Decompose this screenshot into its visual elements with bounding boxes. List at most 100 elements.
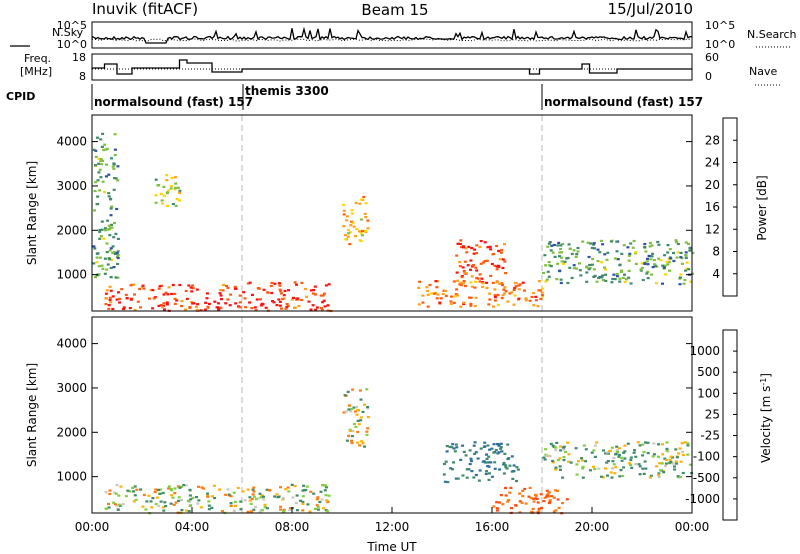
range-gate-cell <box>623 444 627 447</box>
range-gate-cell <box>100 145 104 148</box>
range-gate-cell <box>239 500 243 503</box>
range-gate-cell <box>109 301 113 304</box>
range-gate-cell <box>351 221 355 224</box>
range-gate-cell <box>557 241 561 244</box>
range-gate-cell <box>308 510 312 513</box>
range-gate-cell <box>518 511 522 514</box>
range-gate-cell <box>615 272 619 276</box>
x-tick-label: 04:00 <box>175 520 210 534</box>
range-gate-cell <box>493 299 497 302</box>
range-gate-cell <box>226 298 230 301</box>
range-gate-cell <box>504 272 508 275</box>
power-y-axis: 1000 2000 3000 4000 <box>56 135 692 282</box>
range-gate-cell <box>559 468 562 471</box>
colorbar-tick-label: 100 <box>697 386 720 400</box>
range-gate-cell <box>301 500 305 503</box>
range-gate-cell <box>559 449 563 452</box>
range-gate-cell <box>311 304 315 307</box>
range-gate-cell <box>612 273 616 276</box>
range-gate-cell <box>454 443 458 446</box>
range-gate-cell <box>474 296 478 299</box>
range-gate-cell <box>359 419 363 422</box>
range-gate-cell <box>629 456 633 459</box>
range-gate-cell <box>160 199 164 202</box>
range-gate-cell <box>613 472 617 475</box>
range-gate-cell <box>114 232 118 235</box>
range-gate-cell <box>462 269 466 273</box>
range-gate-cell <box>133 494 137 497</box>
range-gate-cell <box>487 465 491 468</box>
range-gate-cell <box>164 505 168 508</box>
range-gate-cell <box>688 249 692 252</box>
noise-right-tick-hi: 10^5 <box>705 19 735 32</box>
range-gate-cell <box>278 284 282 287</box>
range-gate-cell <box>498 501 501 504</box>
range-gate-cell <box>282 510 285 513</box>
range-gate-cell <box>246 488 250 491</box>
range-gate-cell <box>515 479 518 483</box>
range-gate-cell <box>350 435 354 438</box>
range-gate-cell <box>558 270 562 273</box>
range-gate-cell <box>567 243 571 246</box>
range-gate-cell <box>661 282 664 285</box>
range-gate-cell <box>364 216 368 219</box>
noise-right-tick-lo: 10^0 <box>705 38 735 51</box>
range-gate-cell <box>679 251 683 254</box>
range-gate-cell <box>607 452 610 455</box>
range-gate-cell <box>556 262 560 265</box>
range-gate-cell <box>575 267 579 270</box>
range-gate-cell <box>634 463 638 466</box>
range-gate-cell <box>581 467 584 470</box>
range-gate-cell <box>552 243 556 247</box>
range-gate-cell <box>469 304 473 307</box>
range-gate-cell <box>644 441 647 444</box>
range-gate-cell <box>657 475 661 479</box>
range-gate-cell <box>122 306 126 309</box>
range-gate-cell <box>196 303 200 306</box>
range-gate-cell <box>683 441 687 444</box>
range-gate-cell <box>603 266 607 269</box>
range-gate-cell <box>165 191 169 194</box>
y-tick-label: 3000 <box>56 179 87 193</box>
range-gate-cell <box>595 280 599 283</box>
range-gate-cell <box>679 256 683 259</box>
range-gate-cell <box>475 244 479 247</box>
range-gate-cell <box>633 449 637 452</box>
range-gate-cell <box>350 212 354 215</box>
range-gate-cell <box>483 445 487 448</box>
range-gate-cell <box>630 466 634 469</box>
cpid-mode-1: normalsound (fast) 157 <box>94 95 253 109</box>
station-title: Inuvik (fitACF) <box>92 0 198 18</box>
range-gate-cell <box>545 495 549 498</box>
range-gate-cell <box>622 451 626 454</box>
range-gate-cell <box>462 301 466 304</box>
range-gate-cell <box>358 202 362 205</box>
range-gate-cell <box>632 451 636 454</box>
range-gate-cell <box>350 209 354 212</box>
range-gate-cell <box>534 497 538 500</box>
range-gate-cell <box>499 251 503 254</box>
range-gate-cell <box>445 445 449 448</box>
range-gate-cell <box>96 136 99 139</box>
range-gate-cell <box>559 445 563 448</box>
range-gate-cell <box>227 493 231 496</box>
range-gate-cell <box>513 287 517 290</box>
range-gate-cell <box>311 292 315 295</box>
freq-left-tick-lo: 8 <box>79 70 86 83</box>
range-gate-cell <box>175 299 179 302</box>
range-gate-cell <box>301 495 305 498</box>
range-gate-cell <box>103 257 107 260</box>
range-gate-cell <box>603 253 607 256</box>
range-gate-cell <box>579 274 583 277</box>
range-gate-cell <box>114 504 118 507</box>
range-gate-cell <box>142 493 146 497</box>
range-gate-cell <box>291 496 295 499</box>
range-gate-cell <box>561 476 565 479</box>
range-gate-cell <box>327 494 331 497</box>
range-gate-cell <box>568 247 572 250</box>
range-gate-cell <box>191 302 195 305</box>
range-gate-cell <box>116 179 120 182</box>
range-gate-cell <box>444 294 448 297</box>
range-gate-cell <box>485 457 489 460</box>
range-gate-cell <box>173 292 177 295</box>
